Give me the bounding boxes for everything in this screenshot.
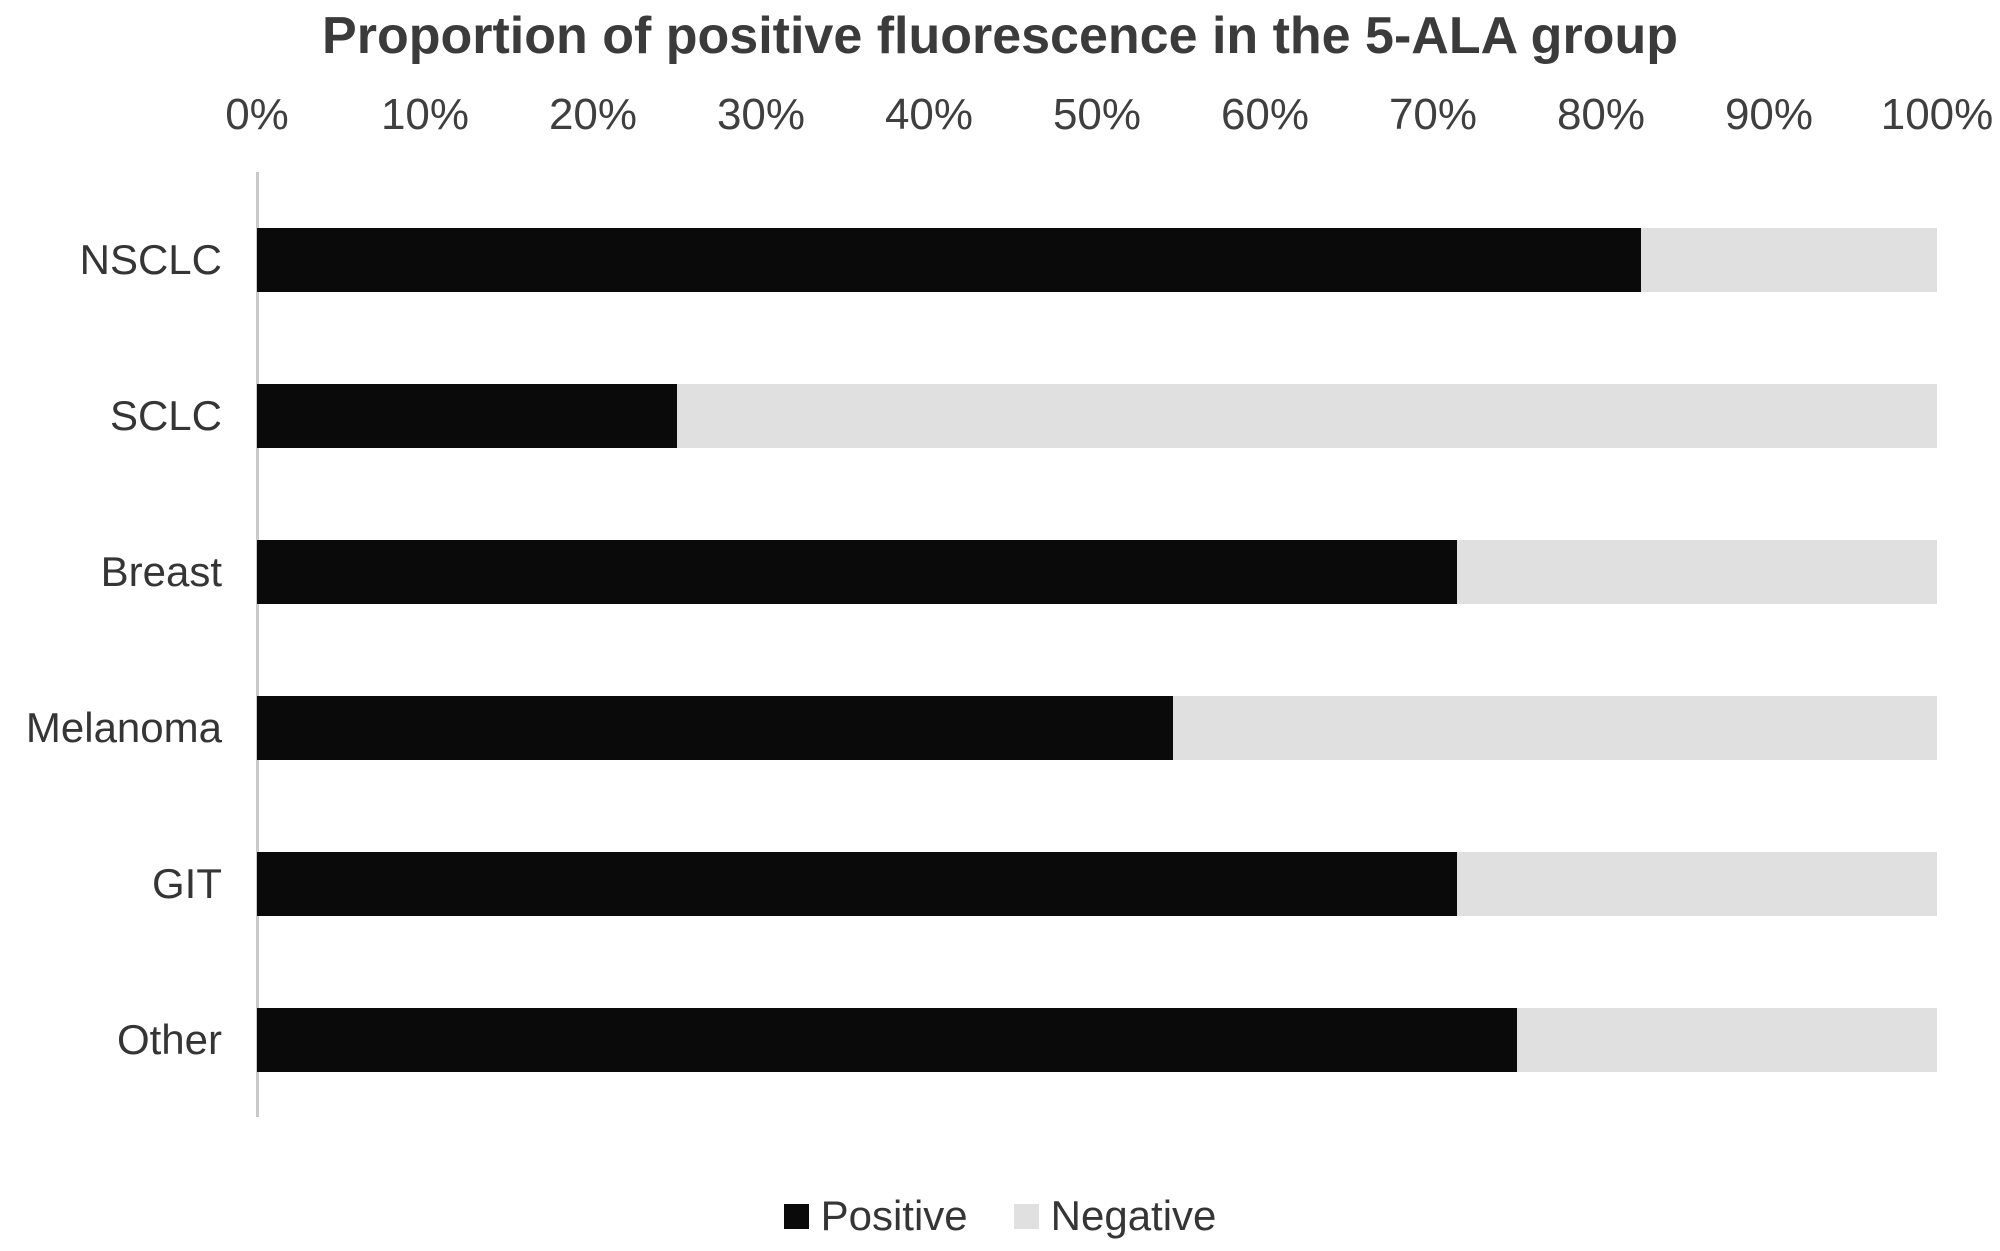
- x-tick-70: 70%: [1388, 90, 1478, 139]
- bar-positive-nsclc: [257, 228, 1642, 292]
- bar-positive-git: [257, 852, 1457, 916]
- bar-negative-git: [1456, 852, 1937, 916]
- legend-item-positive: Positive: [783, 1192, 968, 1240]
- bar-negative-breast: [1456, 540, 1937, 604]
- category-label-breast: Breast: [100, 548, 222, 595]
- x-tick-100: 100%: [1880, 90, 1994, 139]
- bar-negative-sclc: [677, 384, 1937, 448]
- bar-negative-other: [1517, 1008, 1937, 1072]
- x-tick-0: 0%: [225, 90, 289, 139]
- bar-positive-other: [257, 1008, 1517, 1072]
- x-tick-20: 20%: [548, 90, 638, 139]
- negative-swatch-icon: [1013, 1203, 1039, 1229]
- bar-negative-melanoma: [1172, 696, 1937, 760]
- bar-positive-sclc: [257, 384, 677, 448]
- bar-positive-melanoma: [257, 696, 1173, 760]
- positive-swatch-icon: [783, 1203, 809, 1229]
- legend-label-negative: Negative: [1050, 1192, 1217, 1239]
- x-tick-80: 80%: [1556, 90, 1646, 139]
- category-label-sclc: SCLC: [109, 392, 222, 439]
- legend-label-positive: Positive: [820, 1192, 968, 1239]
- y-axis-line: [256, 172, 259, 1117]
- x-tick-60: 60%: [1220, 90, 1310, 139]
- category-label-nsclc: NSCLC: [79, 236, 222, 283]
- bar-positive-breast: [257, 540, 1457, 604]
- legend: Positive Negative: [0, 1188, 2000, 1244]
- x-tick-50: 50%: [1052, 90, 1142, 139]
- chart-title: Proportion of positive fluorescence in t…: [322, 7, 1678, 65]
- category-label-git: GIT: [152, 860, 222, 907]
- category-label-melanoma: Melanoma: [25, 704, 222, 751]
- legend-item-negative: Negative: [1013, 1192, 1217, 1240]
- x-tick-40: 40%: [884, 90, 974, 139]
- category-label-other: Other: [116, 1016, 222, 1063]
- x-tick-10: 10%: [380, 90, 470, 139]
- x-tick-90: 90%: [1724, 90, 1814, 139]
- x-tick-30: 30%: [716, 90, 806, 139]
- bar-negative-nsclc: [1641, 228, 1937, 292]
